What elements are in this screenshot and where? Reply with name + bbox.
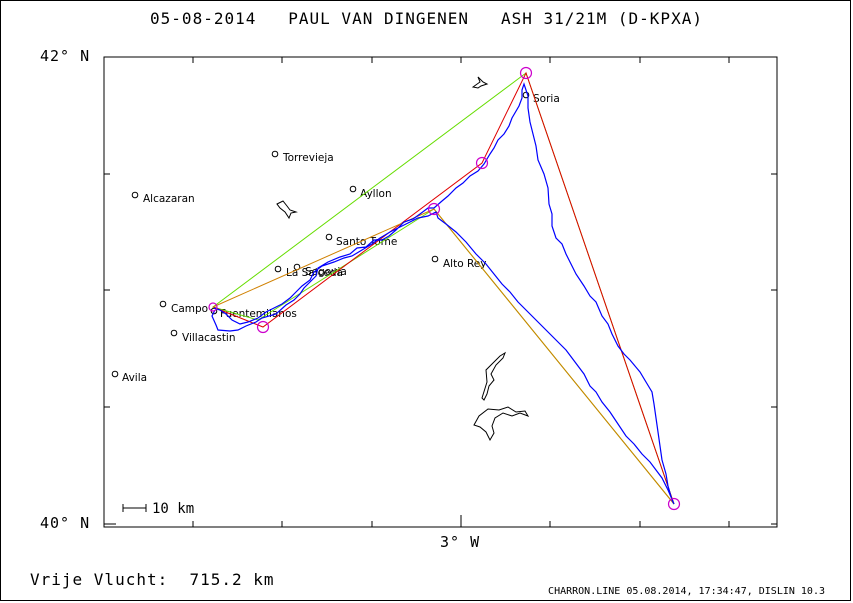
scale-label: 10 km [152,501,194,517]
lon-label-mid: 3° W [440,533,481,551]
town-soria: Soria [522,91,560,105]
glider-id: ASH 31/21M (D-KPXA) [500,9,703,28]
town-marker [159,300,167,308]
task-leg-orange [212,208,675,505]
reservoir-entrepenas [473,406,530,442]
distance-value: 715.2 km [189,570,275,589]
town-alto-rey: Alto Rey [431,255,486,270]
town-marker [271,150,279,158]
turnpoint-ayllon-north [475,156,489,170]
scale-bar: 10 km [122,501,194,517]
lat-label-top: 42° N [40,47,91,65]
town-marker [274,265,282,273]
town-segovia: Segovia [293,263,347,278]
task-leg-green [211,72,675,505]
task-leg-red [212,71,675,505]
turnpoint-alto-rey [427,202,441,216]
town-avila: Avila [111,370,147,384]
turnpoint-southeast [667,497,681,511]
turnpoint-soria [519,66,533,80]
town-label: Alto Rey [443,258,486,270]
axis-ticks [104,56,777,527]
reservoir-north [471,76,489,89]
town-label: Segovia [305,266,347,278]
town-label: Avila [122,372,147,384]
town-marker [131,191,139,199]
town-label: Campo [171,303,208,315]
reservoir-buendia [481,351,507,401]
town-la-salceda: La Salceda [274,265,343,279]
flight-date: 05-08-2014 [150,9,257,28]
turnpoint-start [208,302,218,312]
file-info: CHARRON.LINE 05.08.2014, 17:34:47, DISLI… [548,586,825,597]
town-marker [325,233,333,241]
town-torrevieja: Torrevieja [271,150,334,164]
town-markers: Soria Torrevieja Ayllon Alcazaran Santo … [111,91,560,384]
lat-label-bottom: 40° N [40,514,91,532]
turnpoint-fuentemilanos [256,320,270,334]
town-marker [349,185,357,193]
town-label: Santo Tome [336,236,397,248]
town-ayllon: Ayllon [349,185,392,200]
town-label: Alcazaran [143,193,195,205]
reservoir-outlines [276,76,530,442]
town-alcazaran: Alcazaran [131,191,195,205]
free-flight-distance: Vrije Vlucht: 715.2 km [30,570,275,589]
town-santo-tome: Santo Tome [325,233,397,248]
town-villacastin: Villacastin [170,329,236,344]
town-label: Soria [533,93,560,105]
task-legs [211,71,675,505]
town-label: La Salceda [286,267,343,279]
town-label: Villacastin [182,332,236,344]
town-marker [111,370,119,378]
page-title: 05-08-2014 PAUL VAN DINGENEN ASH 31/21M … [0,9,853,28]
town-campo: Campo [159,300,208,315]
turnpoints [208,66,681,511]
town-label: Torrevieja [282,152,334,164]
town-marker [431,255,439,263]
distance-label: Vrije Vlucht: [30,570,169,589]
reservoir-west [276,200,298,220]
map-border [103,56,778,528]
pilot-name: PAUL VAN DINGENEN [288,9,470,28]
town-marker [170,329,178,337]
gps-track [211,82,675,505]
